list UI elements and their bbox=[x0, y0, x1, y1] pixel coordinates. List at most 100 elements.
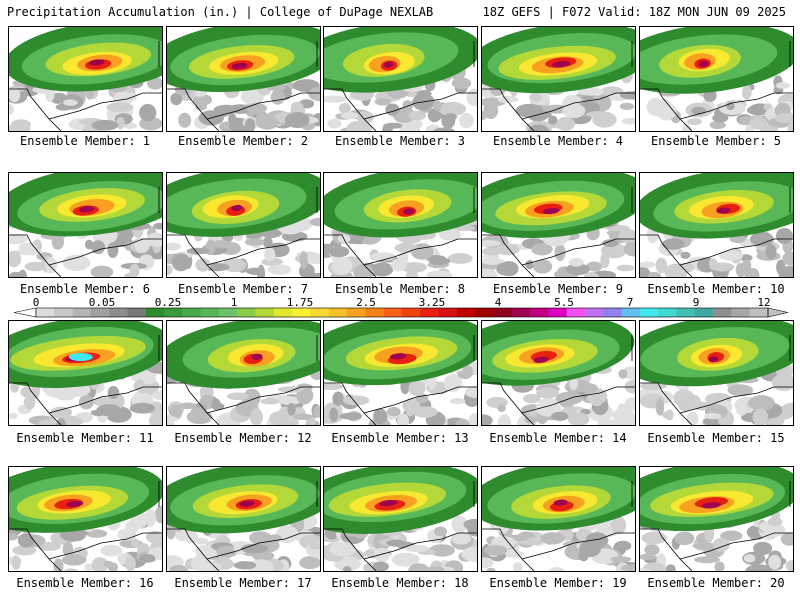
ensemble-member-label: Ensemble Member: 15 bbox=[647, 431, 785, 445]
precip-map bbox=[324, 467, 477, 571]
scale-swatch bbox=[621, 308, 641, 317]
ensemble-member-label: Ensemble Member: 2 bbox=[177, 134, 309, 148]
scale-tick-label: 1 bbox=[230, 296, 238, 309]
ensemble-panel bbox=[639, 26, 794, 132]
ensemble-member-label: Ensemble Member: 13 bbox=[331, 431, 469, 445]
ensemble-member-label: Ensemble Member: 5 bbox=[650, 134, 782, 148]
scale-swatch bbox=[365, 308, 384, 317]
ensemble-panel bbox=[323, 26, 478, 132]
scale-swatch bbox=[658, 308, 677, 317]
precip-map bbox=[9, 173, 162, 277]
precip-map bbox=[9, 467, 162, 571]
ensemble-panel bbox=[639, 466, 794, 572]
scale-swatch bbox=[420, 308, 439, 317]
color-scale-bar bbox=[13, 307, 789, 318]
scale-arrow-right bbox=[767, 307, 789, 318]
scale-swatch bbox=[164, 308, 183, 317]
ensemble-member-label: Ensemble Member: 9 bbox=[492, 282, 624, 296]
scale-tick-label: 1.75 bbox=[286, 296, 314, 309]
scale-tick-label: 0.05 bbox=[88, 296, 116, 309]
precip-map bbox=[640, 27, 793, 131]
ensemble-panel bbox=[166, 26, 321, 132]
ensemble-panel bbox=[323, 172, 478, 278]
ensemble-member-label: Ensemble Member: 18 bbox=[331, 576, 469, 590]
scale-swatch bbox=[72, 308, 92, 317]
precip-map bbox=[640, 173, 793, 277]
scale-swatch bbox=[530, 308, 549, 317]
scale-tick-label: 2.5 bbox=[356, 296, 376, 309]
precip-map bbox=[167, 27, 320, 131]
scale-swatch bbox=[493, 308, 513, 317]
ensemble-member-label: Ensemble Member: 17 bbox=[174, 576, 312, 590]
scale-swatch bbox=[475, 308, 494, 317]
scale-swatch bbox=[456, 308, 476, 317]
scale-tick-label: 0 bbox=[32, 296, 40, 309]
scale-swatch bbox=[255, 308, 275, 317]
ensemble-member-label: Ensemble Member: 11 bbox=[16, 431, 154, 445]
scale-swatch bbox=[566, 308, 586, 317]
ensemble-member-label: Ensemble Member: 3 bbox=[334, 134, 466, 148]
scale-swatch bbox=[676, 308, 696, 317]
scale-swatch bbox=[182, 308, 201, 317]
scale-swatch bbox=[273, 308, 293, 317]
precip-map bbox=[482, 173, 635, 277]
ensemble-panel bbox=[481, 172, 636, 278]
scale-swatch bbox=[731, 308, 750, 317]
scale-swatch bbox=[90, 308, 110, 317]
precip-map bbox=[482, 27, 635, 131]
scale-swatch bbox=[402, 308, 421, 317]
scale-tick-label: 7 bbox=[626, 296, 634, 309]
scale-swatch bbox=[639, 308, 659, 317]
precip-map bbox=[167, 467, 320, 571]
chart-title: Precipitation Accumulation (in.) | Colle… bbox=[7, 5, 434, 19]
scale-arrow-left bbox=[13, 307, 37, 318]
scale-swatch bbox=[109, 308, 128, 317]
ensemble-panel bbox=[481, 320, 636, 426]
precip-map bbox=[324, 173, 477, 277]
ensemble-panel bbox=[8, 466, 163, 572]
ensemble-panel bbox=[639, 320, 794, 426]
ensemble-member-label: Ensemble Member: 16 bbox=[16, 576, 154, 590]
scale-swatch bbox=[200, 308, 220, 317]
scale-swatch bbox=[310, 308, 330, 317]
ensemble-panel bbox=[8, 172, 163, 278]
scale-swatch bbox=[511, 308, 531, 317]
scale-tick-label: 0.25 bbox=[154, 296, 182, 309]
precip-map bbox=[9, 321, 162, 425]
scale-tick-label: 12 bbox=[757, 296, 771, 309]
ensemble-panel bbox=[166, 320, 321, 426]
scale-swatch bbox=[36, 308, 55, 317]
ensemble-panel bbox=[323, 466, 478, 572]
scale-swatch bbox=[694, 308, 714, 317]
scale-swatch bbox=[438, 308, 458, 317]
ensemble-member-label: Ensemble Member: 10 bbox=[647, 282, 785, 296]
scale-swatch bbox=[548, 308, 567, 317]
precip-map bbox=[167, 321, 320, 425]
scale-swatch bbox=[749, 308, 769, 317]
ensemble-member-label: Ensemble Member: 20 bbox=[647, 576, 785, 590]
ensemble-member-label: Ensemble Member: 14 bbox=[489, 431, 627, 445]
precip-map bbox=[324, 27, 477, 131]
scale-tick-label: 5.5 bbox=[554, 296, 574, 309]
scale-swatch bbox=[127, 308, 147, 317]
ensemble-panel bbox=[481, 466, 636, 572]
precip-map bbox=[640, 467, 793, 571]
precip-map bbox=[482, 321, 635, 425]
ensemble-member-label: Ensemble Member: 4 bbox=[492, 134, 624, 148]
scale-swatch bbox=[383, 308, 403, 317]
precip-map bbox=[324, 321, 477, 425]
scale-swatch bbox=[713, 308, 732, 317]
model-valid-time: 18Z GEFS | F072 Valid: 18Z MON JUN 09 20… bbox=[482, 5, 786, 19]
ensemble-member-label: Ensemble Member: 19 bbox=[489, 576, 627, 590]
precip-map bbox=[482, 467, 635, 571]
scale-tick-label: 3.25 bbox=[418, 296, 446, 309]
scale-swatch bbox=[603, 308, 622, 317]
ensemble-member-label: Ensemble Member: 1 bbox=[19, 134, 151, 148]
ensemble-member-label: Ensemble Member: 6 bbox=[19, 282, 151, 296]
ensemble-panel bbox=[323, 320, 478, 426]
scale-swatch bbox=[292, 308, 311, 317]
scale-swatch bbox=[585, 308, 604, 317]
ensemble-panel bbox=[8, 320, 163, 426]
ensemble-member-label: Ensemble Member: 12 bbox=[174, 431, 312, 445]
ensemble-member-label: Ensemble Member: 7 bbox=[177, 282, 309, 296]
